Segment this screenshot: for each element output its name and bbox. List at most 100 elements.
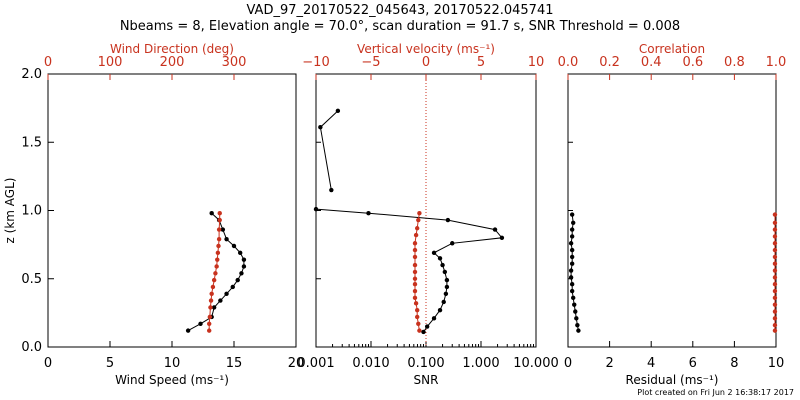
x-top-tick-label: 1.0 (766, 55, 787, 70)
data-point (569, 261, 575, 266)
data-point (569, 212, 575, 217)
data-point (772, 309, 778, 314)
series-line (319, 110, 339, 191)
x-top-tick-label: 10 (528, 55, 545, 70)
data-point (772, 234, 778, 239)
data-point (318, 125, 323, 130)
data-point (185, 328, 191, 333)
data-point (230, 284, 235, 290)
data-point (441, 299, 446, 305)
data-point (417, 211, 422, 216)
data-point (576, 328, 581, 333)
data-point (214, 264, 219, 269)
y-tick-label: 0.0 (21, 340, 42, 355)
data-point (568, 268, 574, 273)
data-point (568, 241, 574, 246)
data-point (440, 262, 445, 268)
data-point (431, 316, 437, 321)
x-bottom-tick-label: 6 (689, 356, 697, 371)
x-top-axis-label: Correlation (639, 42, 705, 56)
data-point (572, 302, 577, 307)
data-point (421, 329, 426, 335)
data-point (211, 277, 217, 283)
data-point (208, 298, 214, 303)
data-point (415, 314, 420, 320)
data-point (366, 211, 371, 216)
data-point (313, 206, 319, 212)
x-bottom-tick-label: 0 (44, 356, 52, 371)
data-point (772, 275, 778, 280)
data-point (772, 220, 778, 225)
data-point (241, 264, 247, 269)
data-point (443, 291, 449, 296)
x-bottom-tick-label: 1.000 (462, 356, 499, 371)
data-point (412, 262, 418, 268)
data-point (569, 282, 575, 287)
y-tick-label: 2.0 (21, 67, 42, 82)
x-top-axis-label: Wind Direction (deg) (110, 42, 234, 56)
data-point (412, 282, 418, 287)
data-point (417, 328, 422, 333)
x-bottom-tick-label: 20 (288, 356, 305, 371)
data-point (198, 321, 203, 326)
x-top-tick-label: 100 (98, 55, 123, 70)
data-point (209, 211, 214, 216)
x-bottom-tick-label: 0.001 (297, 356, 334, 371)
data-point (772, 288, 778, 294)
data-point (499, 235, 505, 240)
data-point (431, 250, 437, 256)
data-point (445, 217, 451, 223)
plot-frame (47, 73, 297, 348)
data-point (216, 227, 222, 232)
data-point (207, 321, 212, 326)
series-line (315, 208, 503, 333)
data-point (573, 309, 578, 314)
data-point (437, 256, 443, 261)
x-bottom-tick-label: 15 (226, 356, 243, 371)
x-top-tick-label: 5 (477, 55, 485, 70)
x-bottom-tick-label: 0.100 (407, 356, 444, 371)
x-top-tick-label: −5 (361, 55, 380, 70)
data-point (575, 322, 580, 328)
data-point (772, 241, 778, 246)
data-point (416, 321, 421, 326)
plot-frame (315, 73, 537, 348)
data-point (329, 187, 334, 193)
data-point (772, 295, 778, 301)
data-point (209, 291, 214, 296)
data-point (772, 268, 778, 273)
data-point (569, 234, 575, 239)
x-bottom-tick-label: 10 (164, 356, 181, 371)
x-top-tick-label: 0 (44, 55, 52, 70)
data-point (413, 301, 419, 306)
data-point (412, 241, 418, 246)
plot-created-timestamp: Plot created on Fri Jun 2 16:38:17 2017 (637, 388, 794, 397)
data-point (412, 269, 418, 275)
data-point (416, 217, 421, 223)
data-point (335, 108, 341, 114)
x-bottom-tick-label: 5 (106, 356, 114, 371)
data-point (412, 247, 418, 253)
data-point (571, 220, 576, 225)
data-point (569, 254, 575, 260)
x-bottom-tick-label: 8 (730, 356, 738, 371)
data-point (216, 243, 221, 249)
x-bottom-tick-label: 0 (564, 356, 572, 371)
data-point (772, 316, 778, 321)
data-point (217, 211, 222, 216)
data-point (207, 314, 213, 320)
data-point (412, 288, 418, 294)
x-bottom-tick-label: 4 (647, 356, 655, 371)
x-top-tick-label: 0.6 (682, 55, 703, 70)
data-point (772, 328, 778, 333)
x-bottom-tick-label: 10 (768, 356, 785, 371)
y-axis-label: z (km AGL) (3, 178, 17, 244)
x-top-tick-label: −10 (302, 55, 329, 70)
x-top-tick-label: 0.0 (558, 55, 579, 70)
data-point (238, 250, 243, 256)
data-point (444, 284, 450, 290)
data-point (207, 328, 212, 333)
data-point (424, 324, 430, 329)
data-point (210, 284, 216, 290)
